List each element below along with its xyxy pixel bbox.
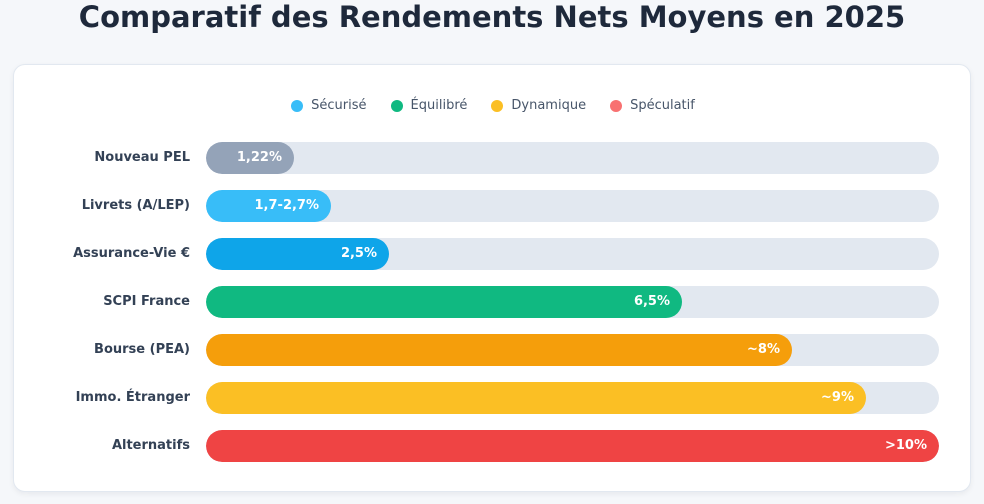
legend-swatch xyxy=(291,99,304,112)
legend-item: Dynamique xyxy=(491,98,586,113)
legend-swatch xyxy=(491,99,504,112)
legend-swatch xyxy=(390,99,403,112)
bar-track: ~9% xyxy=(206,382,939,414)
bar-value-label: 2,5% xyxy=(340,246,377,261)
bar-track: 6,5% xyxy=(206,286,939,318)
bar: 2,5% xyxy=(206,238,389,270)
category-label: SCPI France xyxy=(103,294,190,309)
category-label: Assurance-Vie € xyxy=(73,246,190,261)
legend-item: Sécurisé xyxy=(291,98,367,113)
bar-track: >10% xyxy=(206,430,939,462)
bar: 1,22% xyxy=(206,142,294,174)
bar: ~8% xyxy=(206,334,792,366)
chart-legend: Sécurisé Équilibré Dynamique Spéculatif xyxy=(14,98,972,113)
legend-item: Équilibré xyxy=(390,98,468,113)
bar-value-label: ~8% xyxy=(747,342,780,357)
bar-track: 2,5% xyxy=(206,238,939,270)
page-title: Comparatif des Rendements Nets Moyens en… xyxy=(78,0,906,34)
legend-label: Dynamique xyxy=(511,98,587,113)
bar: ~9% xyxy=(206,382,866,414)
bar-value-label: 1,22% xyxy=(236,150,282,165)
category-label: Alternatifs xyxy=(111,438,190,453)
bar-track: 1,22% xyxy=(206,142,939,174)
category-label: Nouveau PEL xyxy=(94,150,190,165)
bar-value-label: >10% xyxy=(884,438,927,453)
bar-track: ~8% xyxy=(206,334,939,366)
category-label: Livrets (A/LEP) xyxy=(81,198,190,213)
bar-value-label: 1,7-2,7% xyxy=(254,198,319,213)
bar-track: 1,7-2,7% xyxy=(206,190,939,222)
legend-item: Spéculatif xyxy=(610,98,695,113)
legend-label: Sécurisé xyxy=(311,98,367,113)
bar: 1,7-2,7% xyxy=(206,190,331,222)
category-label: Bourse (PEA) xyxy=(94,342,190,357)
bar-value-label: 6,5% xyxy=(633,294,670,309)
bar-value-label: ~9% xyxy=(821,390,854,405)
category-label: Immo. Étranger xyxy=(75,390,190,405)
legend-swatch xyxy=(610,99,623,112)
bar: >10% xyxy=(206,430,939,462)
legend-label: Spéculatif xyxy=(630,98,695,113)
legend-label: Équilibré xyxy=(410,98,468,113)
bar: 6,5% xyxy=(206,286,682,318)
chart-card: Sécurisé Équilibré Dynamique Spéculatif Nou… xyxy=(13,64,971,492)
